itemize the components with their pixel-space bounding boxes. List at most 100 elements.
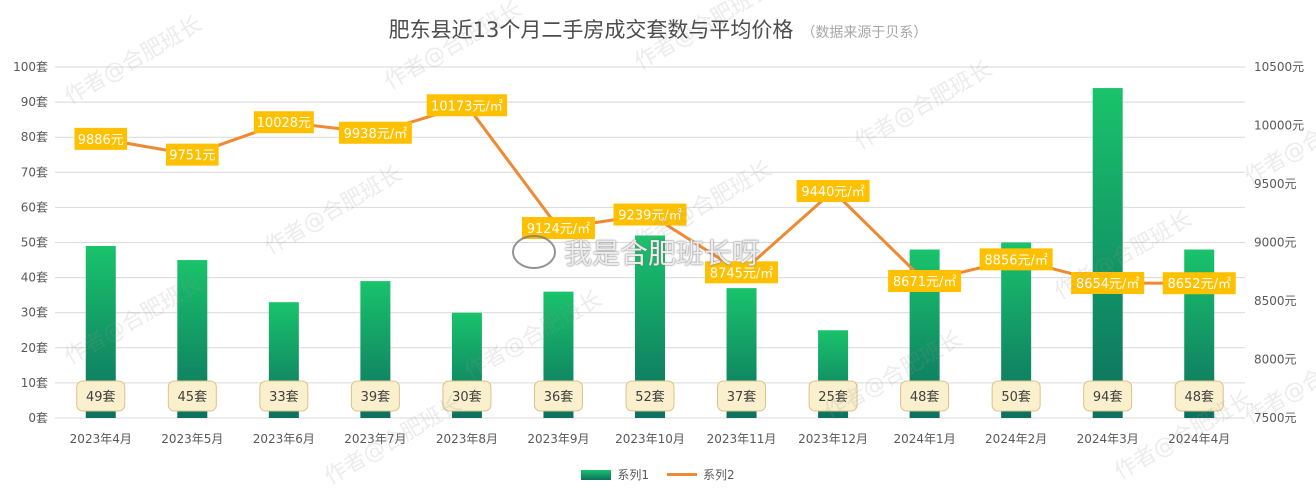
right-tick-label: 8500元 (1254, 294, 1297, 308)
price-label-box (705, 261, 779, 284)
left-axis: 0套 10套 20套 30套 40套 50套 60套 70套 80套 90套 100套 (13, 60, 48, 425)
x-axis: 2023年4月 2023年5月 2023年6月 2023年7月 2023年8月 2023年… (70, 432, 1231, 446)
right-tick-label: 9500元 (1254, 177, 1297, 191)
left-tick-label: 100套 (13, 60, 48, 74)
price-label-box (979, 248, 1053, 271)
price-label: 9124元/㎡ (527, 222, 590, 237)
right-tick-label: 9000元 (1254, 236, 1297, 250)
price-label-box (796, 180, 870, 203)
count-label-box (259, 380, 309, 412)
price-label-box (338, 121, 412, 144)
count-label: 94套 (1093, 389, 1123, 405)
watermark-text: 作者@合肥班长 (261, 162, 407, 261)
count-label-box (1174, 380, 1224, 412)
count-label: 39套 (361, 389, 391, 405)
count-label-box (900, 380, 950, 412)
legend-bar-swatch (581, 469, 612, 480)
price-label: 8652元/㎡ (1167, 277, 1230, 292)
price-label: 9751元 (169, 149, 215, 164)
left-tick-label: 50套 (21, 236, 48, 250)
left-tick-label: 30套 (21, 306, 48, 320)
x-tick-label: 2023年5月 (161, 432, 223, 446)
right-tick-label: 8000元 (1254, 353, 1297, 367)
count-label: 36套 (544, 389, 574, 405)
left-tick-label: 0套 (28, 411, 48, 425)
right-tick-label: 10000元 (1254, 119, 1304, 133)
x-tick-label: 2023年4月 (70, 432, 132, 446)
count-label-box (76, 380, 126, 412)
price-label-box (166, 143, 219, 166)
price-label-box (1162, 272, 1236, 295)
left-tick-label: 80套 (21, 130, 48, 144)
count-label: 50套 (1001, 389, 1031, 405)
price-label: 8671元/㎡ (893, 275, 956, 290)
price-label-box (253, 111, 314, 134)
legend-line-label: 系列2 (703, 468, 735, 482)
count-label-box (442, 380, 492, 412)
watermark-text: 作者@合肥班长 (1241, 92, 1316, 191)
x-tick-label: 2024年3月 (1077, 432, 1139, 446)
price-label-box (1071, 271, 1145, 294)
price-label: 9938元/㎡ (344, 127, 407, 142)
count-label: 48套 (910, 389, 940, 405)
chart-legend: 系列1 系列2 (0, 466, 1316, 483)
watermark-text: 作者@合肥班长 (1241, 332, 1316, 431)
x-tick-label: 2024年2月 (985, 432, 1047, 446)
watermark-text: 作者@合肥班长 (851, 57, 997, 156)
price-label: 10173元/㎡ (431, 99, 503, 114)
count-label-box (717, 380, 767, 412)
count-label: 52套 (635, 389, 665, 405)
x-tick-label: 2024年4月 (1168, 432, 1230, 446)
x-tick-label: 2023年12月 (798, 432, 868, 446)
x-tick-label: 2023年7月 (344, 432, 406, 446)
x-tick-label: 2023年10月 (615, 432, 685, 446)
price-label: 8745元/㎡ (710, 266, 773, 281)
price-label-box (613, 203, 687, 226)
x-tick-label: 2024年1月 (894, 432, 956, 446)
legend-item-line[interactable]: 系列2 (667, 466, 735, 483)
left-tick-label: 40套 (21, 271, 48, 285)
x-tick-label: 2023年9月 (527, 432, 589, 446)
price-label: 9239元/㎡ (618, 209, 681, 224)
left-tick-label: 70套 (21, 165, 48, 179)
x-tick-label: 2023年8月 (436, 432, 498, 446)
price-label-box (426, 94, 508, 117)
count-label: 30套 (452, 389, 482, 405)
legend-item-bar[interactable]: 系列1 (581, 466, 649, 483)
right-tick-label: 7500元 (1254, 411, 1297, 425)
count-label-box (808, 380, 858, 412)
left-tick-label: 60套 (21, 200, 48, 214)
price-label: 10028元 (257, 116, 311, 131)
left-tick-label: 90套 (21, 95, 48, 109)
right-tick-label: 10500元 (1254, 60, 1304, 74)
count-label-box (991, 380, 1041, 412)
price-label: 9440元/㎡ (801, 185, 864, 200)
count-label-box (625, 380, 675, 412)
line-data-labels: 9886元 9751元 10028元 9938元/㎡ 10173元/㎡ 9124元/㎡ 92… (74, 94, 1236, 295)
x-tick-label: 2023年11月 (707, 432, 777, 446)
price-label: 8856元/㎡ (984, 253, 1047, 268)
count-label: 37套 (727, 389, 757, 405)
count-label: 33套 (269, 389, 299, 405)
count-label-box (167, 380, 217, 412)
price-label: 8654元/㎡ (1076, 277, 1139, 292)
legend-line-swatch (667, 473, 697, 476)
price-label-box (74, 127, 128, 150)
right-axis: 7500元 8000元 8500元 9000元 9500元 10000元 10500元 (1254, 60, 1304, 425)
chart-subtitle: （数据来源于贝系） (801, 25, 928, 41)
count-label-box (350, 380, 400, 412)
left-tick-label: 10套 (21, 376, 48, 390)
price-label: 9886元 (78, 133, 124, 148)
price-label-box (521, 216, 595, 239)
left-tick-label: 20套 (21, 341, 48, 355)
price-label-box (888, 269, 962, 292)
chart-title: 肥东县近13个月二手房成交套数与平均价格 (388, 18, 794, 42)
bar-data-labels: 49套 45套 33套 39套 30套 36套 52套 37套 25套 48套 50套 94套 48套 (76, 380, 1224, 412)
bar (1092, 88, 1123, 418)
x-tick-label: 2023年6月 (253, 432, 315, 446)
count-label: 25套 (818, 389, 848, 405)
count-label-box (533, 380, 583, 412)
count-label-box (1083, 380, 1133, 412)
count-label: 49套 (86, 389, 116, 405)
